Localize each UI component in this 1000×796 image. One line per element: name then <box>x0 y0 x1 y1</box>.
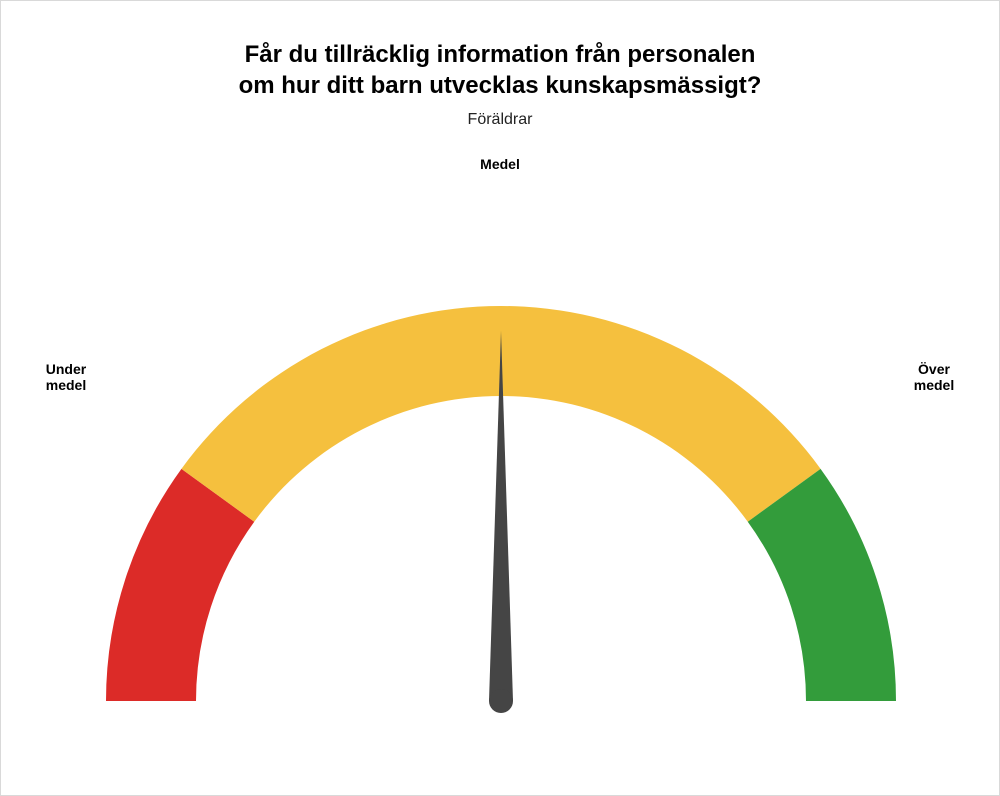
gauge-label-top: Medel <box>450 156 550 172</box>
chart-subtitle: Föräldrar <box>1 111 999 129</box>
chart-frame: Får du tillräcklig information från pers… <box>0 0 1000 796</box>
gauge-label-left: Under medel <box>26 361 106 393</box>
gauge-chart <box>1 176 1000 736</box>
title-line-1: Får du tillräcklig information från pers… <box>245 41 756 68</box>
title-line-2: om hur ditt barn utvecklas kunskapsmässi… <box>239 72 762 99</box>
chart-title: Får du tillräcklig information från pers… <box>1 39 999 101</box>
gauge-hub <box>489 689 513 713</box>
gauge-container: Medel Under medel Över medel <box>1 176 999 736</box>
gauge-label-right: Över medel <box>894 361 974 393</box>
